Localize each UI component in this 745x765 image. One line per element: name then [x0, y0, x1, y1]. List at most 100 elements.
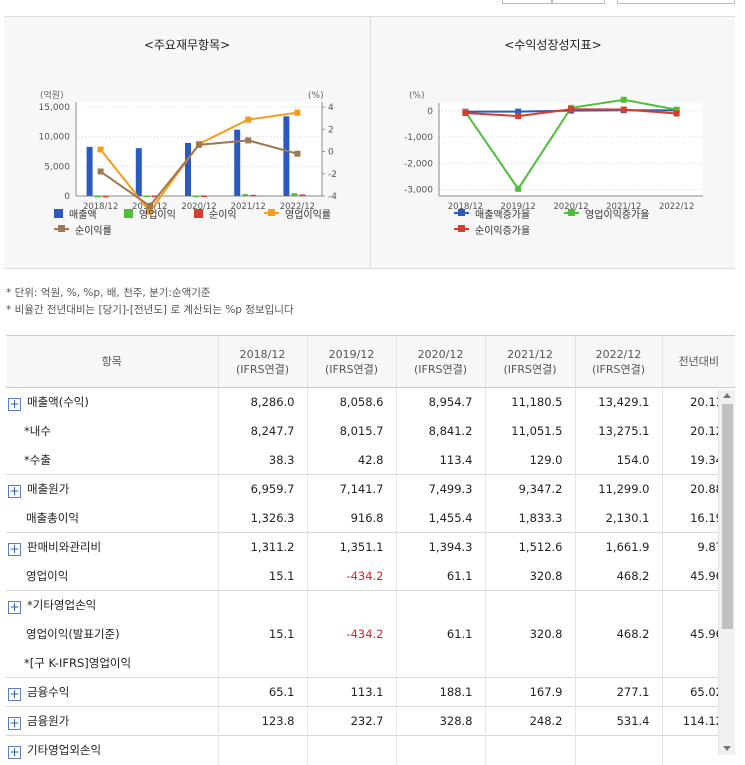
- value-cell: 61.1: [395, 619, 485, 649]
- table-header-cell: 2021/12 (IFRS연결): [484, 335, 575, 388]
- value-cell: 8,841.2: [395, 416, 485, 446]
- chart2-point-순이익증가율: [462, 109, 469, 116]
- chart1-legend-label: 순이익: [209, 209, 237, 221]
- chart2-legend-swatch: [454, 209, 469, 216]
- chart1-legend-item[interactable]: 영업이익: [124, 206, 176, 221]
- value-cell: [217, 590, 307, 620]
- value-cell: [306, 648, 396, 678]
- row-label: 영업이익: [26, 568, 69, 583]
- value-cell: 232.7: [306, 706, 396, 736]
- value-cell: [574, 590, 662, 620]
- value-cell: 531.4: [574, 706, 662, 736]
- value-cell: [306, 735, 396, 765]
- chart1-legend-item[interactable]: 순이익률: [54, 222, 112, 237]
- chart1-x-tick-label: 2020/12: [181, 202, 216, 212]
- chart1-x-tick-label: 2021/12: [231, 202, 266, 212]
- chart1-x-tick-label: 2022/12: [280, 202, 315, 212]
- value-cell: 9,347.2: [484, 474, 575, 504]
- top-button-2[interactable]: [552, 0, 605, 4]
- chart1-bar-매출액: [283, 116, 290, 196]
- chart1-bar-영업이익: [242, 194, 249, 196]
- value-cell: 1,661.9: [574, 532, 662, 562]
- top-button-1[interactable]: [502, 0, 552, 4]
- table-row: 영업이익 15.1 -434.2 61.1 320.8 468.2 45.96: [6, 561, 735, 591]
- expand-plus-icon[interactable]: +: [8, 686, 21, 701]
- table-row: *내수 8,247.7 8,015.7 8,841.2 11,051.5 13,275.1…: [6, 416, 735, 446]
- chart2-legend-item[interactable]: 순이익증가율: [454, 222, 531, 237]
- value-cell: 277.1: [574, 677, 662, 707]
- row-label-cell[interactable]: + 판매비와관리비: [6, 532, 218, 562]
- expand-plus-icon[interactable]: +: [8, 396, 21, 411]
- value-cell: 13,275.1: [574, 416, 662, 446]
- row-label-cell[interactable]: + 매출원가: [6, 474, 218, 504]
- table-row: + 기타영업외손익: [6, 735, 735, 765]
- top-button-3[interactable]: [617, 0, 735, 4]
- chart2-legend-item[interactable]: 매출액증가율: [454, 206, 530, 221]
- chart1-left-tick-label: 10,000: [39, 133, 71, 143]
- chart1-right-tick-label: 4: [328, 103, 334, 113]
- scroll-up-arrow-icon[interactable]: [723, 393, 731, 398]
- chart2-point-순이익증가율: [568, 106, 574, 113]
- value-cell: 320.8: [484, 561, 575, 591]
- chart2-point-순이익증가율: [515, 113, 522, 120]
- value-cell: 328.8: [395, 706, 485, 736]
- chart2-x-tick-label: 2019/12: [501, 202, 536, 212]
- chart1-legend-swatch: [264, 209, 279, 216]
- value-cell: [217, 648, 307, 678]
- chart1-bar-매출액: [86, 146, 93, 196]
- chart2-legend-label: 순이익증가율: [475, 225, 531, 237]
- expand-plus-icon[interactable]: +: [8, 744, 21, 759]
- value-cell: 15.1: [217, 619, 307, 649]
- chart1-right-tick-label: -2: [328, 170, 337, 180]
- expand-plus-icon[interactable]: +: [8, 599, 21, 614]
- value-cell: 65.1: [217, 677, 307, 707]
- chart1-bar-매출액: [135, 148, 142, 196]
- row-label: *수출: [24, 452, 51, 467]
- row-label: 매출액(수익): [27, 394, 89, 409]
- financial-table: 항목 2018/12 (IFRS연결) 2019/12 (IFRS연결) 2020/12(…: [6, 335, 735, 765]
- chart1-legend-item[interactable]: 매출액: [54, 206, 97, 221]
- scroll-thumb[interactable]: [722, 404, 733, 629]
- value-cell: 1,455.4: [395, 503, 485, 533]
- value-cell: 11,051.5: [484, 416, 575, 446]
- table-header-row: 항목 2018/12 (IFRS연결) 2019/12 (IFRS연결) 2020/12(…: [6, 335, 735, 388]
- table-header-cell: 전년대비: [661, 335, 735, 388]
- chart1-legend-swatch: [194, 208, 203, 218]
- scroll-down-arrow-icon[interactable]: [723, 746, 731, 751]
- expand-plus-icon[interactable]: +: [8, 483, 21, 498]
- chart1-legend-item[interactable]: 순이익: [194, 206, 237, 221]
- row-label-cell[interactable]: + 매출액(수익): [6, 387, 218, 417]
- charts-panel: <주요재무항목> (억원) (%) 15,000 10,000 5,000 0 4 2 0 -2 -…: [4, 16, 735, 269]
- row-label-cell: 영업이익: [6, 562, 218, 591]
- row-label: *내수: [24, 424, 51, 438]
- value-cell: [395, 735, 485, 765]
- value-cell: 1,512.6: [484, 532, 575, 562]
- row-label-cell[interactable]: + 금융수익: [6, 677, 218, 707]
- row-label-cell[interactable]: + 기타영업외손익: [6, 735, 218, 765]
- chart2-legend-item[interactable]: 영업이익증가율: [564, 206, 649, 221]
- chart1-legend-label: 영업이익: [139, 209, 176, 221]
- chart1-bar-매출액: [185, 142, 191, 196]
- chart1-bar-영업이익: [143, 195, 150, 197]
- chart1-legend-item[interactable]: 영업이익률: [264, 206, 331, 221]
- row-label-cell: *내수: [6, 417, 218, 446]
- row-label-cell[interactable]: + 금융원가: [6, 706, 218, 736]
- chart-divider: [370, 17, 371, 268]
- table-scrollbar[interactable]: [718, 390, 735, 755]
- value-cell: 42.8: [306, 445, 396, 475]
- value-cell: 11,180.5: [484, 387, 575, 417]
- value-cell: 916.8: [306, 503, 396, 533]
- expand-plus-icon[interactable]: +: [8, 715, 21, 730]
- row-label-cell[interactable]: + *기타영업손익: [6, 590, 218, 620]
- value-cell: 129.0: [484, 445, 575, 475]
- value-cell: [574, 648, 662, 678]
- chart1-legend-label: 순이익률: [75, 225, 112, 237]
- chart1-right-tick-label: 0: [328, 148, 334, 158]
- value-cell: 1,351.1: [306, 532, 396, 562]
- expand-plus-icon[interactable]: +: [8, 541, 21, 556]
- value-cell: 6,959.7: [217, 474, 307, 504]
- row-label: 금융원가: [27, 713, 70, 728]
- chart1-right-tick-label: -4: [328, 192, 337, 202]
- chart1-legend-swatch: [54, 208, 63, 218]
